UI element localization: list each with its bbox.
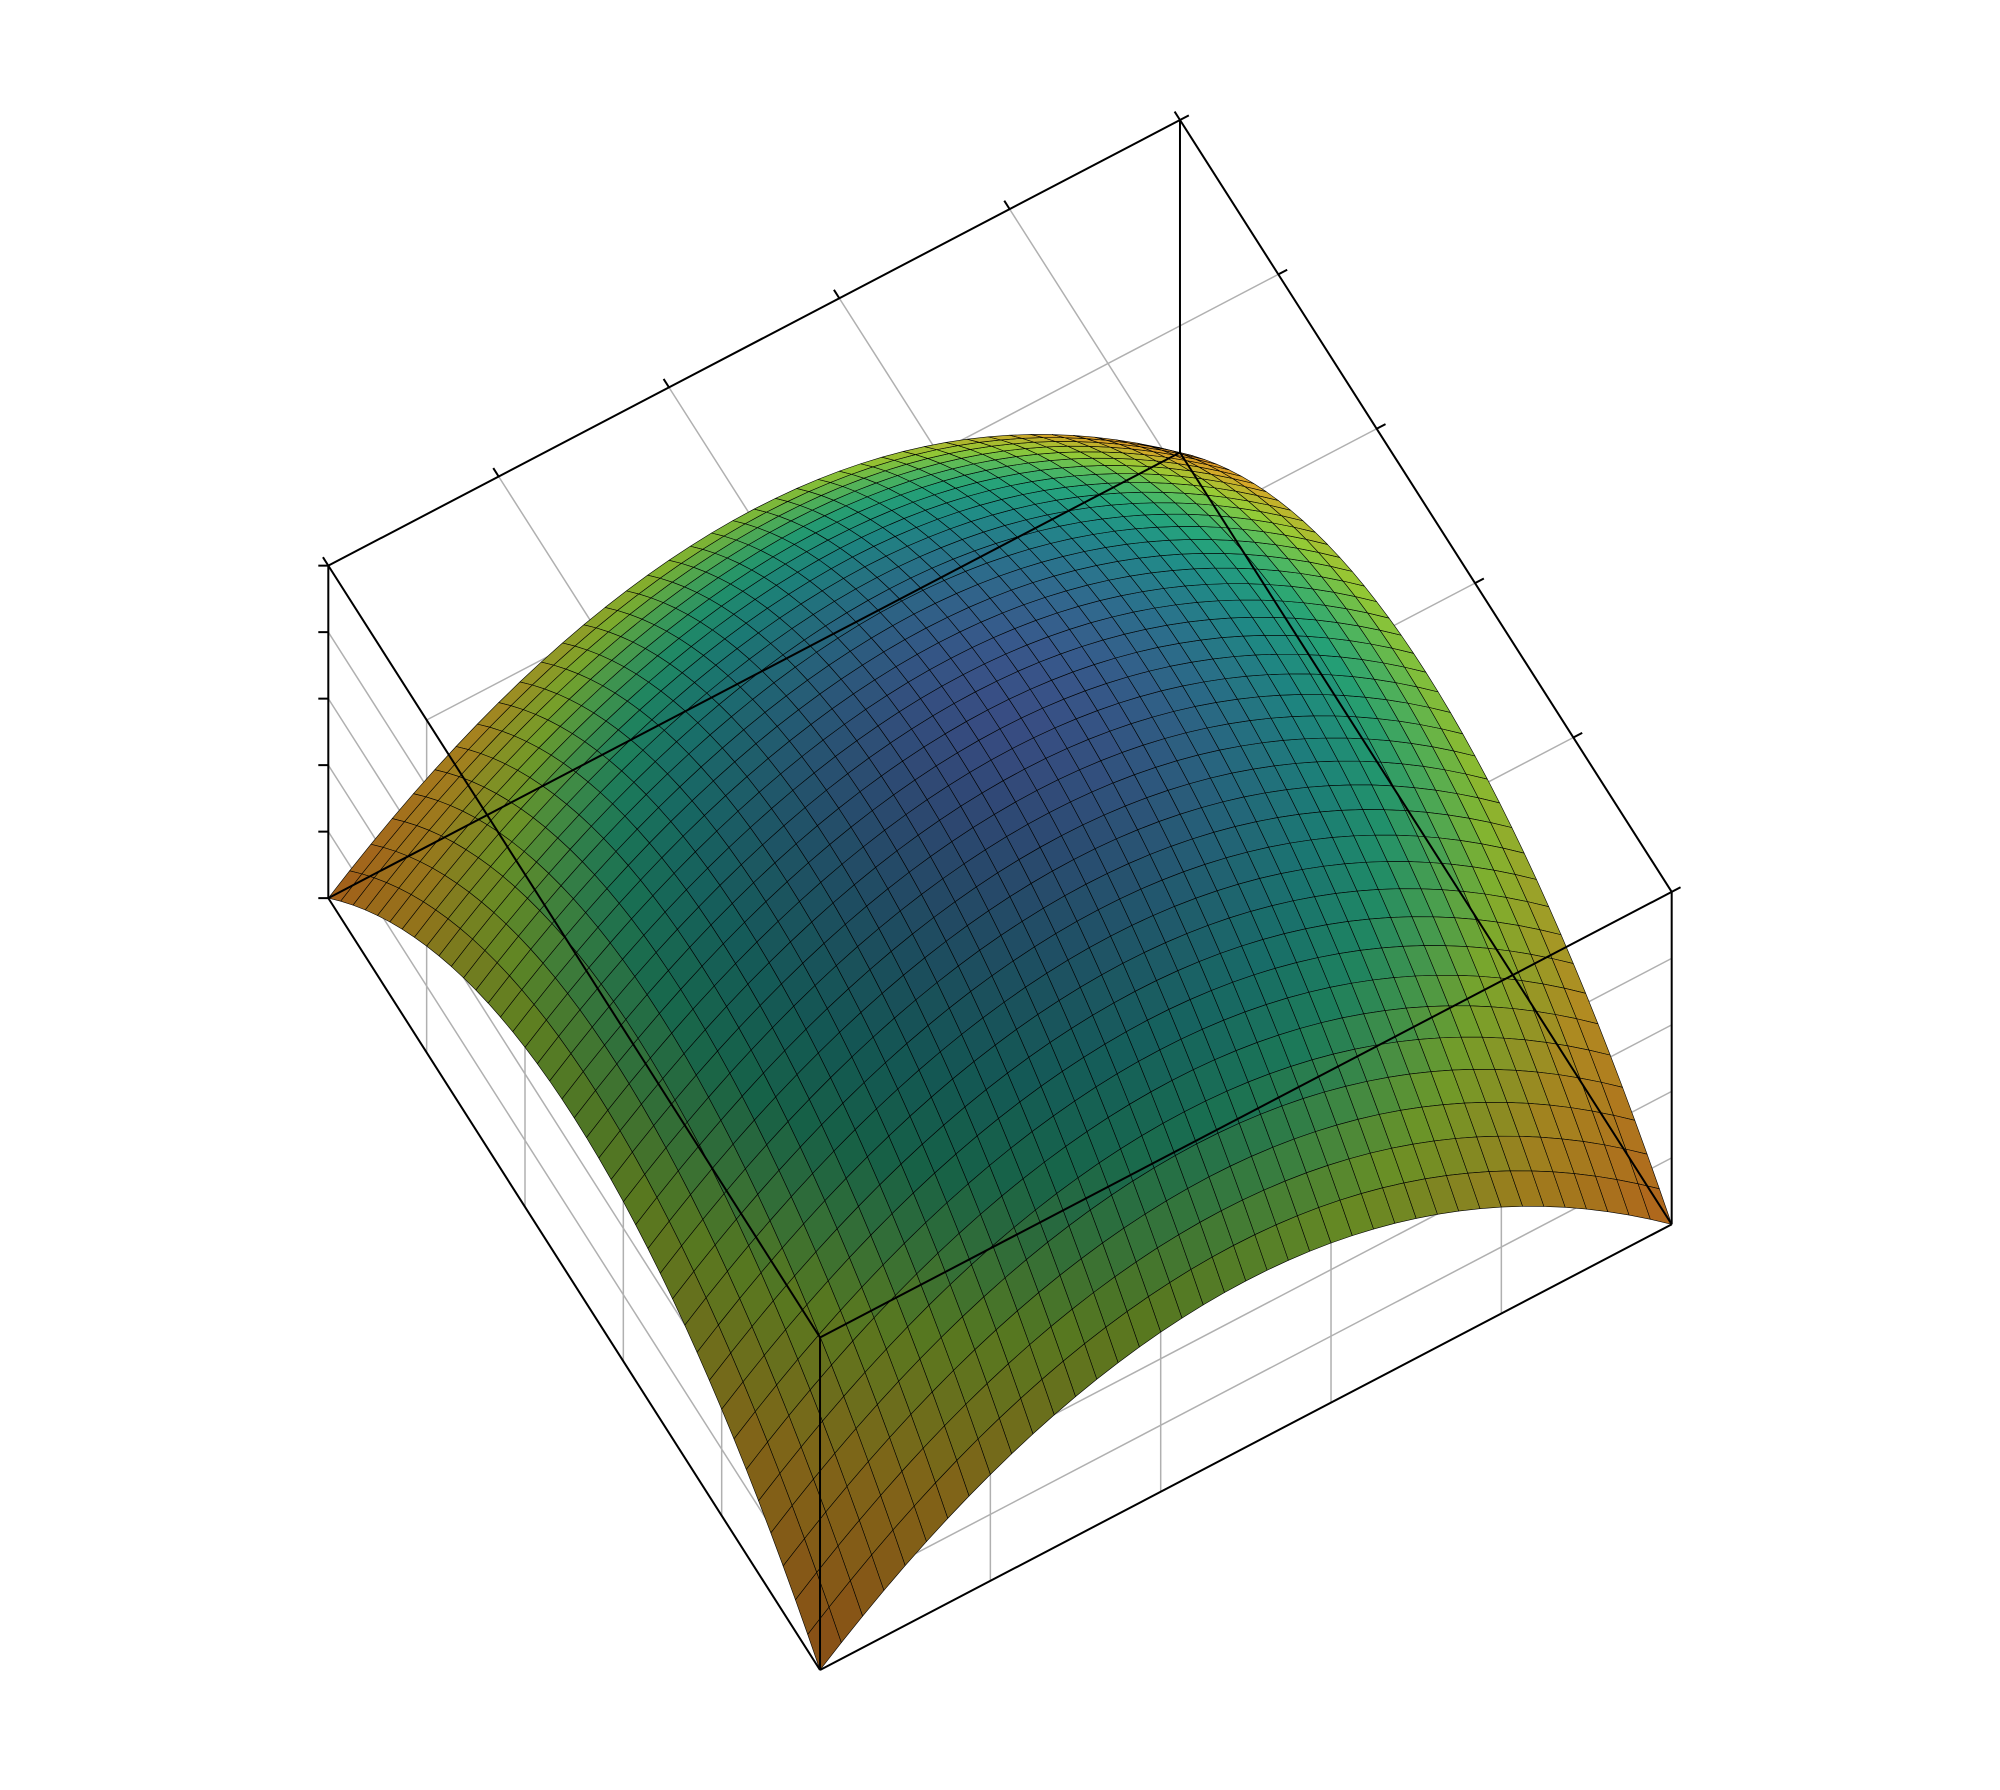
surface-plot-3d bbox=[0, 0, 2000, 1790]
